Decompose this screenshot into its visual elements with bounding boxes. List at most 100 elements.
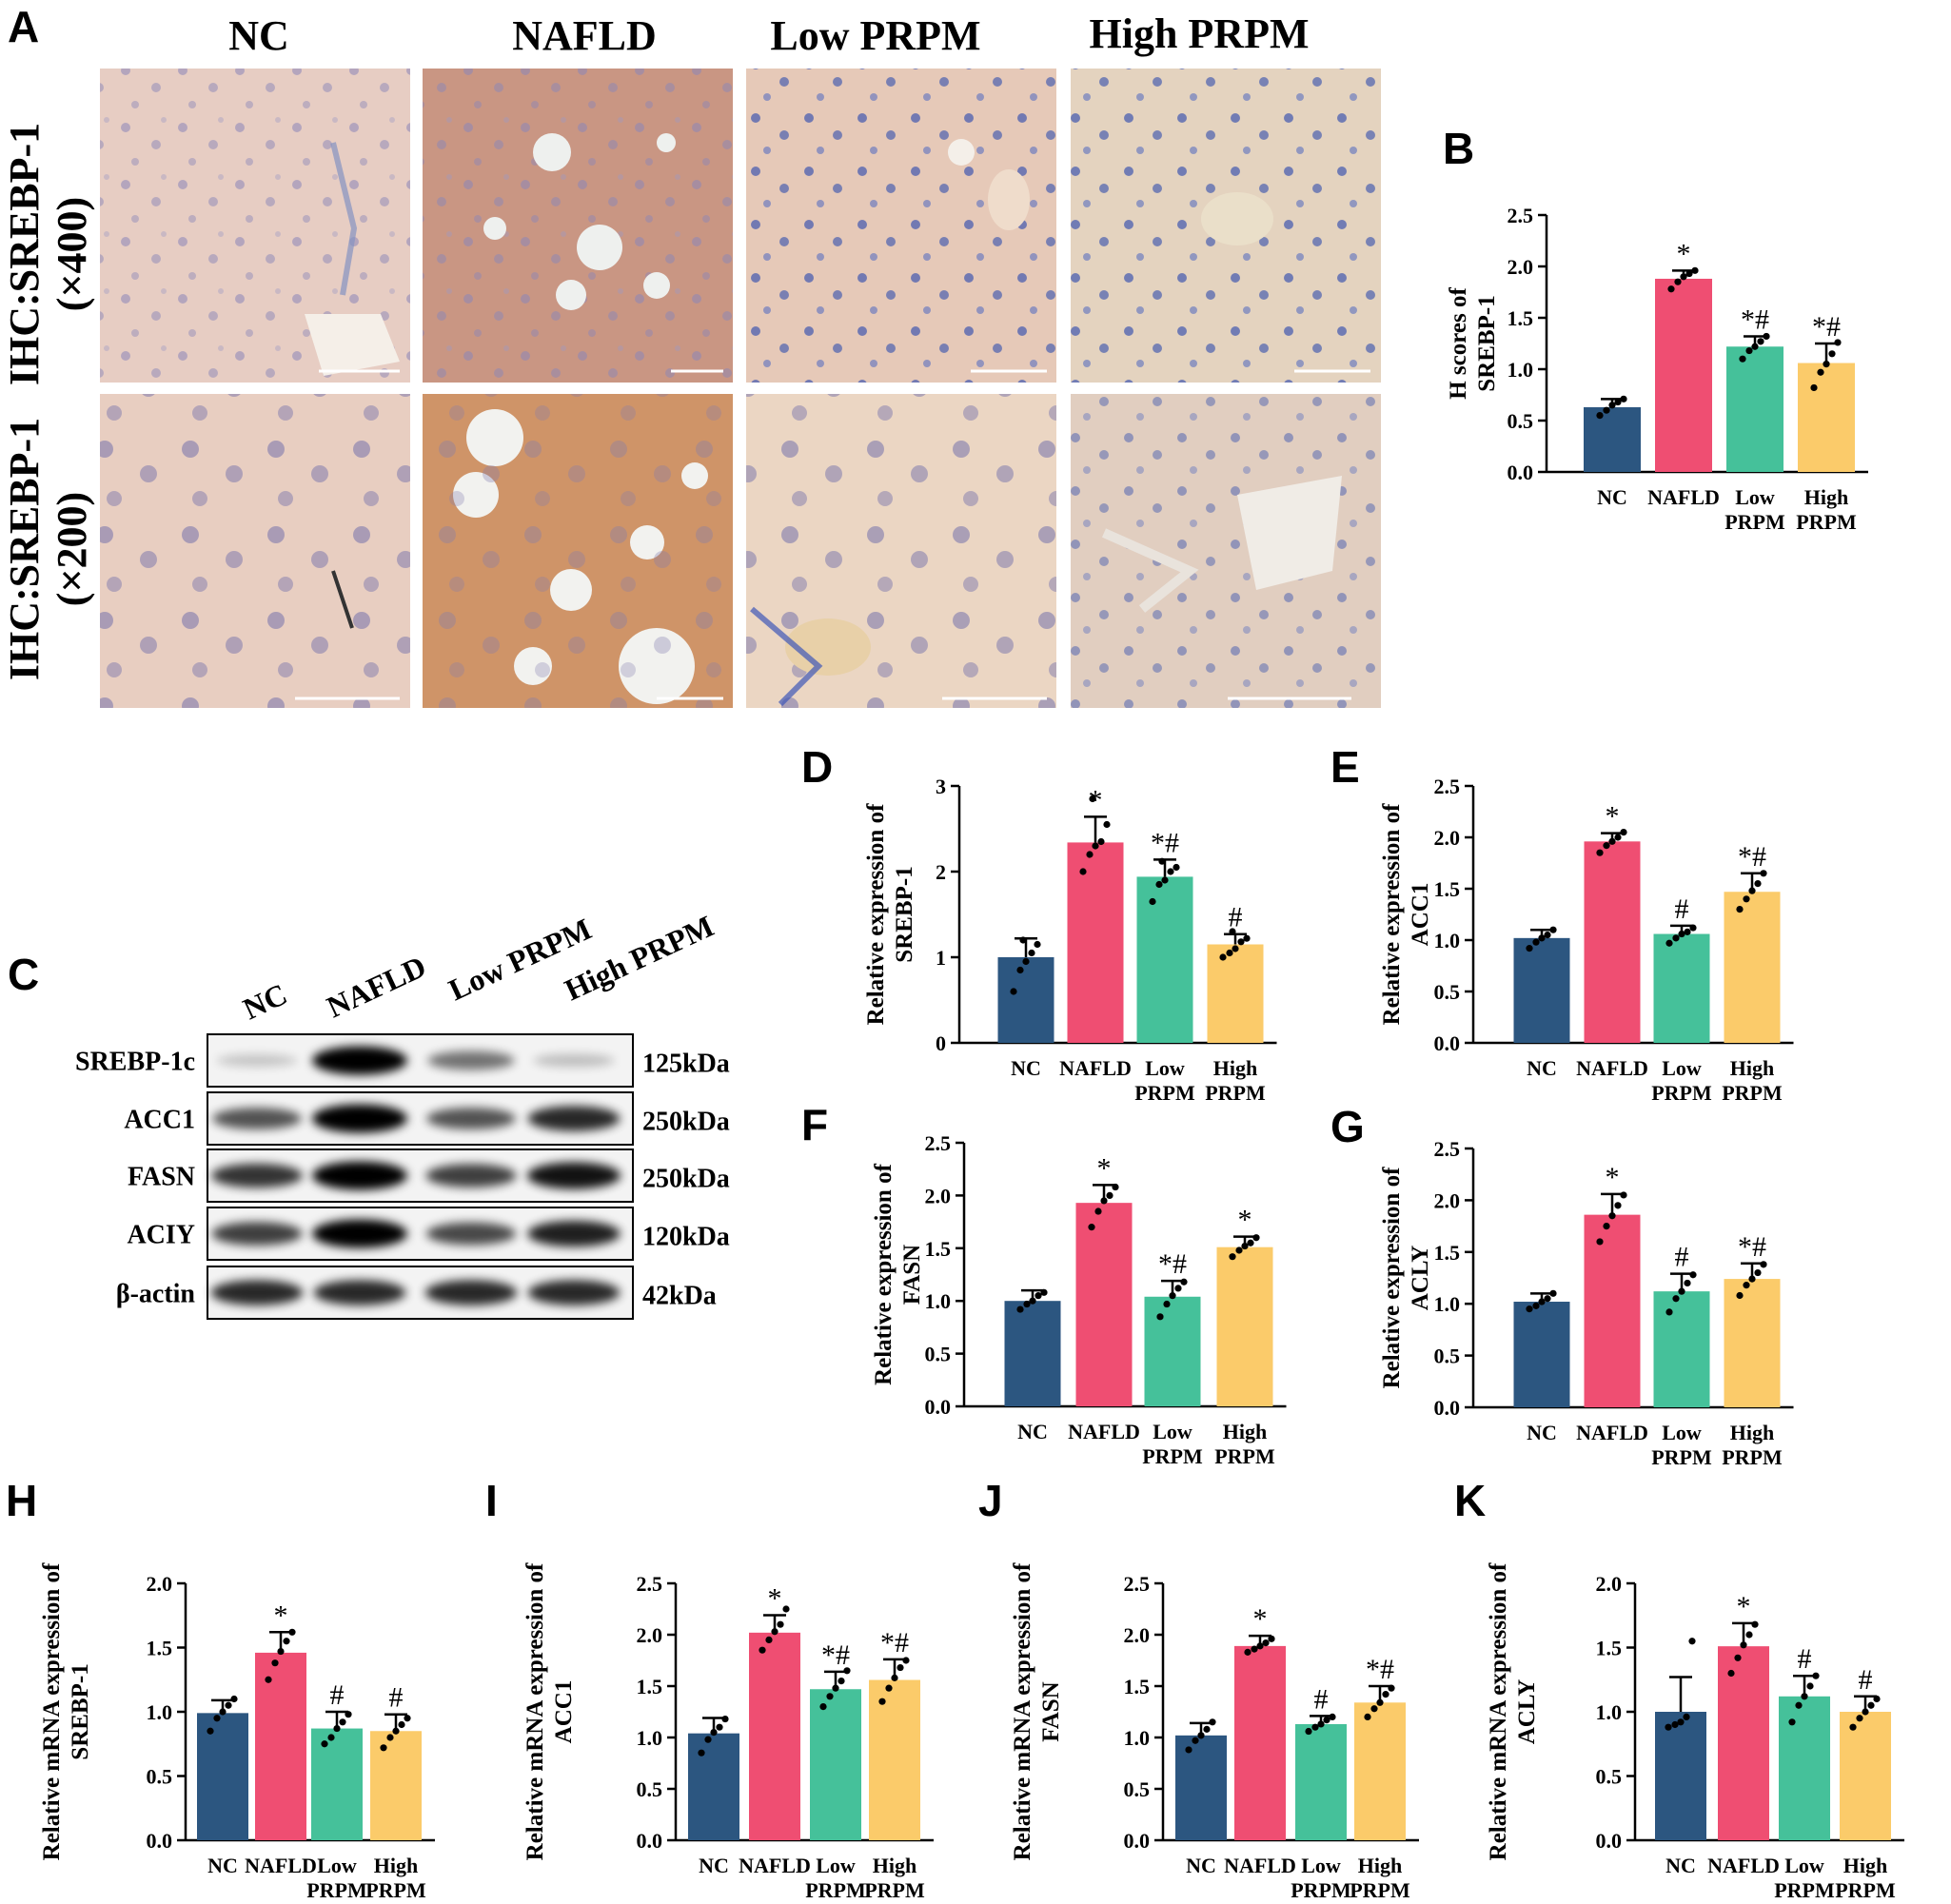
category-label: NAFLD bbox=[1576, 1056, 1648, 1080]
category-label: NC bbox=[207, 1854, 238, 1877]
wb-size-label: 125kDa bbox=[642, 1050, 730, 1079]
y-axis-label: Relative mRNA expression of ACLY bbox=[1486, 1562, 1540, 1860]
category-label: NAFLD bbox=[1068, 1420, 1140, 1443]
significance-mark: * bbox=[768, 1582, 782, 1614]
ihc-row1-label-line1: IHC:SREBP-1 bbox=[1, 123, 48, 385]
bar bbox=[1724, 892, 1781, 1043]
wb-band bbox=[425, 1222, 517, 1246]
data-point bbox=[1603, 406, 1610, 414]
y-tick-label: 0.5 bbox=[1434, 1345, 1461, 1368]
data-point bbox=[1620, 395, 1627, 402]
data-point bbox=[1382, 1691, 1389, 1698]
y-tick-label: 1 bbox=[936, 946, 946, 970]
wb-band bbox=[527, 1280, 621, 1305]
bar bbox=[311, 1728, 363, 1840]
y-tick-label: 1.5 bbox=[637, 1675, 663, 1698]
data-point bbox=[885, 1684, 893, 1692]
data-point bbox=[1684, 928, 1691, 935]
data-point bbox=[1040, 1288, 1048, 1296]
data-point bbox=[380, 1744, 387, 1752]
y-tick-label: 0.0 bbox=[1124, 1829, 1151, 1853]
data-point bbox=[1180, 1278, 1188, 1286]
ihc-image-low-prpm-400 bbox=[746, 69, 1056, 383]
data-point bbox=[1665, 1723, 1672, 1731]
data-point bbox=[1745, 346, 1753, 355]
y-tick-label: 0.5 bbox=[147, 1765, 173, 1789]
category-label: NC bbox=[1665, 1854, 1696, 1877]
category-label: High PRPM bbox=[864, 1854, 925, 1902]
significance-mark: *# bbox=[1741, 304, 1769, 335]
data-point bbox=[1614, 1202, 1622, 1209]
bar-charts: B 0.0 0.5 1.0 1.5 2.0 2.5 H scores of SREBP-1 NC *… bbox=[6, 124, 1904, 1902]
category-label: Low PRPM bbox=[1651, 1421, 1712, 1469]
data-point bbox=[1016, 966, 1024, 974]
category-label: High PRPM bbox=[1214, 1420, 1275, 1468]
data-point bbox=[1092, 842, 1099, 850]
data-point bbox=[1748, 887, 1756, 894]
category-label: NAFLD bbox=[1707, 1854, 1780, 1877]
data-point bbox=[771, 1628, 778, 1636]
data-point bbox=[1856, 1715, 1863, 1722]
y-tick-label: 2.0 bbox=[147, 1572, 173, 1596]
data-point bbox=[1232, 945, 1239, 952]
data-point bbox=[1538, 934, 1546, 942]
y-tick-label: 0 bbox=[936, 1031, 946, 1055]
wb-size-label: 250kDa bbox=[642, 1108, 730, 1137]
data-point bbox=[345, 1711, 352, 1718]
data-point bbox=[1022, 957, 1030, 966]
wb-band bbox=[527, 1220, 621, 1247]
data-point bbox=[1256, 1642, 1264, 1650]
bar bbox=[1653, 1291, 1710, 1407]
bar bbox=[1840, 1712, 1891, 1840]
wb-lane-label: NC bbox=[238, 976, 292, 1026]
y-tick-label: 0.5 bbox=[1434, 980, 1461, 1004]
ihc-row1-label-line2: (×400) bbox=[49, 197, 95, 311]
panel-letter-c: C bbox=[8, 950, 39, 999]
bar bbox=[869, 1679, 920, 1840]
data-point bbox=[288, 1628, 296, 1636]
data-point bbox=[1736, 906, 1744, 913]
data-point bbox=[1226, 949, 1233, 957]
wb-protein-label: FASN bbox=[128, 1163, 195, 1192]
significance-mark: *# bbox=[1158, 1248, 1187, 1280]
y-tick-label: 2 bbox=[936, 860, 946, 884]
bar bbox=[1067, 842, 1124, 1043]
ihc-header-high-prpm: High PRPM bbox=[1090, 10, 1310, 57]
ihc-image-high-prpm-400 bbox=[1071, 69, 1381, 383]
wb-protein-label: ACIY bbox=[127, 1221, 195, 1250]
data-point bbox=[1734, 1654, 1742, 1661]
y-tick-label: 0.5 bbox=[1124, 1777, 1151, 1801]
data-point bbox=[1743, 895, 1750, 903]
data-point bbox=[1680, 273, 1687, 281]
significance-mark: * bbox=[1606, 801, 1620, 833]
ihc-header-nafld: NAFLD bbox=[512, 12, 657, 59]
data-point bbox=[1029, 1297, 1036, 1305]
y-tick-label: 0.0 bbox=[925, 1395, 952, 1419]
y-tick-label: 1.5 bbox=[1434, 877, 1461, 901]
data-point bbox=[1229, 1253, 1236, 1261]
data-point bbox=[1823, 361, 1830, 368]
category-label: Low PRPM bbox=[1291, 1854, 1351, 1902]
data-point bbox=[1203, 1725, 1211, 1733]
data-point bbox=[838, 1678, 845, 1685]
y-tick-label: 2.0 bbox=[637, 1623, 663, 1647]
y-tick-label: 0.0 bbox=[147, 1829, 173, 1853]
y-axis-label: Relative expression of ACLY bbox=[1379, 1167, 1433, 1389]
y-tick-label: 2.0 bbox=[1596, 1572, 1623, 1596]
wb-band bbox=[211, 1163, 303, 1188]
data-point bbox=[1532, 1302, 1540, 1309]
data-point bbox=[1688, 1638, 1696, 1645]
y-tick-label: 1.5 bbox=[1508, 306, 1534, 330]
data-point bbox=[1106, 1191, 1113, 1199]
data-point bbox=[1754, 880, 1762, 888]
category-label: NAFLD bbox=[1647, 485, 1720, 509]
category-label: NAFLD bbox=[1576, 1421, 1648, 1444]
y-tick-label: 1.0 bbox=[1434, 929, 1461, 952]
bar bbox=[1136, 876, 1193, 1043]
data-point bbox=[207, 1727, 214, 1735]
panel-letter: J bbox=[978, 1476, 1003, 1525]
significance-mark: # bbox=[1314, 1683, 1329, 1715]
data-point bbox=[1795, 1701, 1803, 1709]
y-tick-label: 2.0 bbox=[1508, 255, 1534, 279]
